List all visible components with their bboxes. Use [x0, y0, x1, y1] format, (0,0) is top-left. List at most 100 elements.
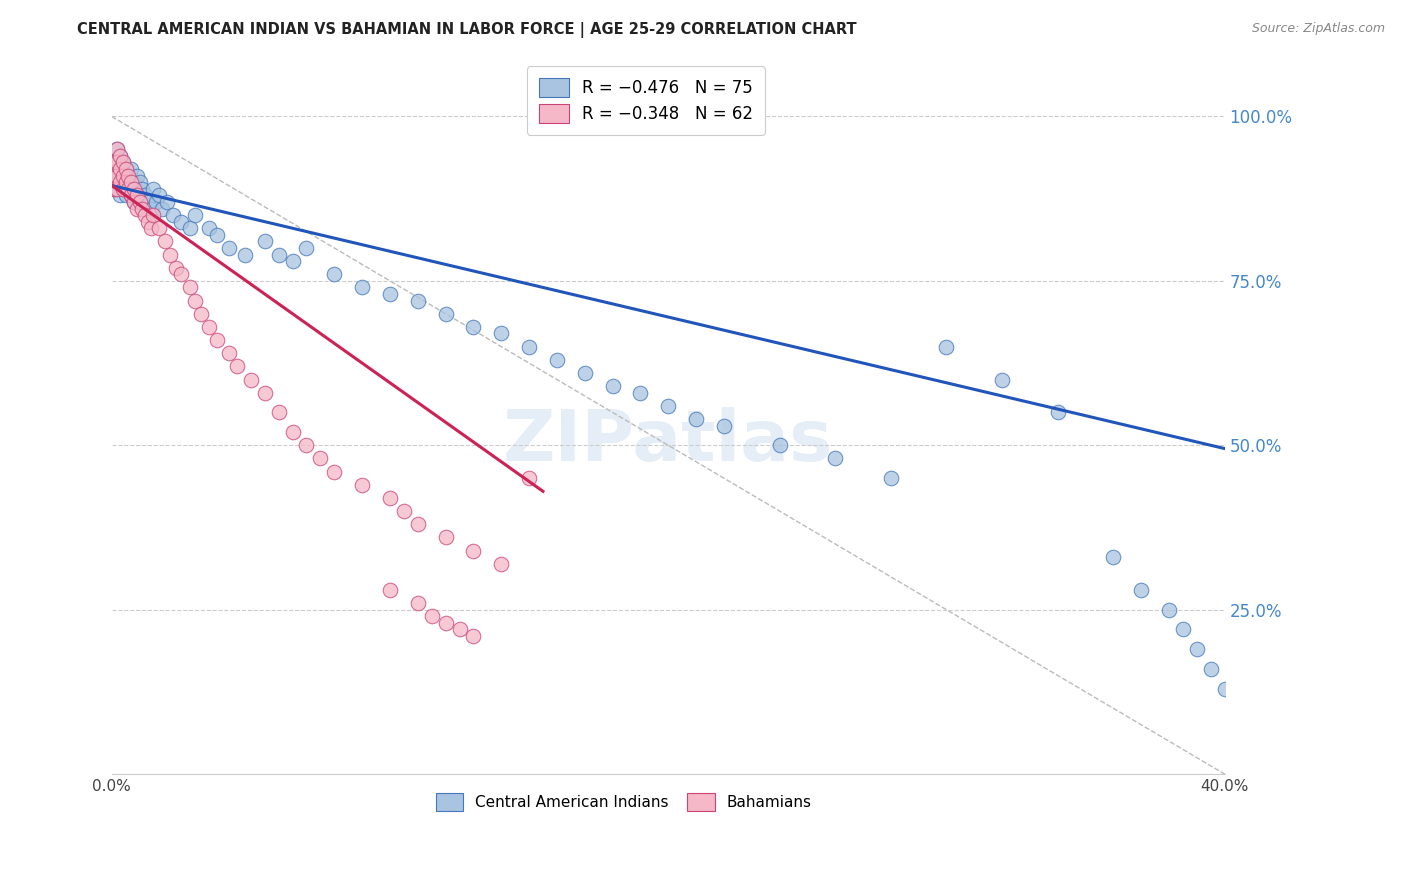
Point — [105, 182, 128, 196]
Point — [184, 293, 207, 308]
Point — [628, 385, 651, 400]
Point — [150, 202, 173, 216]
Point — [657, 399, 679, 413]
Point — [159, 247, 181, 261]
Point — [463, 319, 485, 334]
Point — [128, 194, 150, 209]
Point — [131, 202, 153, 216]
Point — [105, 175, 128, 189]
Point — [108, 149, 131, 163]
Point — [148, 188, 170, 202]
Point — [153, 235, 176, 249]
Point — [190, 307, 212, 321]
Point — [139, 202, 162, 216]
Point — [880, 471, 903, 485]
Point — [111, 155, 134, 169]
Point — [131, 182, 153, 196]
Point — [281, 254, 304, 268]
Point — [114, 162, 136, 177]
Point — [184, 208, 207, 222]
Point — [103, 155, 125, 169]
Point — [420, 609, 443, 624]
Point — [392, 504, 415, 518]
Point — [128, 175, 150, 189]
Point — [218, 241, 240, 255]
Point — [111, 182, 134, 196]
Point — [574, 366, 596, 380]
Point — [114, 175, 136, 189]
Point — [434, 307, 457, 321]
Point — [449, 623, 471, 637]
Point — [1213, 681, 1236, 696]
Point — [207, 227, 229, 242]
Point — [281, 425, 304, 439]
Point — [148, 221, 170, 235]
Point — [179, 221, 201, 235]
Point — [491, 557, 513, 571]
Point — [352, 477, 374, 491]
Point — [198, 319, 221, 334]
Point — [103, 169, 125, 183]
Point — [434, 530, 457, 544]
Text: Source: ZipAtlas.com: Source: ZipAtlas.com — [1251, 22, 1385, 36]
Point — [935, 340, 957, 354]
Point — [117, 182, 139, 196]
Point — [162, 208, 184, 222]
Point — [1199, 662, 1222, 676]
Point — [218, 346, 240, 360]
Point — [517, 471, 540, 485]
Point — [108, 175, 131, 189]
Point — [125, 202, 148, 216]
Point — [122, 175, 145, 189]
Point — [111, 169, 134, 183]
Point — [103, 182, 125, 196]
Text: CENTRAL AMERICAN INDIAN VS BAHAMIAN IN LABOR FORCE | AGE 25-29 CORRELATION CHART: CENTRAL AMERICAN INDIAN VS BAHAMIAN IN L… — [77, 22, 856, 38]
Point — [1171, 623, 1194, 637]
Point — [114, 162, 136, 177]
Point — [134, 188, 156, 202]
Point — [108, 188, 131, 202]
Point — [120, 162, 142, 177]
Point — [378, 491, 401, 505]
Point — [108, 162, 131, 177]
Point — [323, 267, 346, 281]
Point — [991, 372, 1014, 386]
Point — [226, 359, 249, 374]
Point — [378, 582, 401, 597]
Point — [517, 340, 540, 354]
Point — [125, 188, 148, 202]
Point — [685, 412, 707, 426]
Point — [1046, 405, 1069, 419]
Point — [491, 326, 513, 341]
Point — [406, 517, 429, 532]
Point — [295, 241, 318, 255]
Point — [406, 293, 429, 308]
Point — [105, 155, 128, 169]
Point — [142, 182, 165, 196]
Point — [136, 194, 159, 209]
Point — [824, 451, 846, 466]
Point — [1185, 642, 1208, 657]
Point — [111, 169, 134, 183]
Point — [170, 267, 193, 281]
Point — [295, 438, 318, 452]
Point — [111, 155, 134, 169]
Point — [111, 182, 134, 196]
Point — [602, 379, 624, 393]
Point — [323, 465, 346, 479]
Point — [434, 615, 457, 630]
Point — [713, 418, 735, 433]
Point — [105, 155, 128, 169]
Point — [546, 352, 568, 367]
Point — [103, 169, 125, 183]
Point — [128, 194, 150, 209]
Text: ZIPatlas: ZIPatlas — [503, 407, 834, 475]
Point — [352, 280, 374, 294]
Point — [156, 194, 179, 209]
Point — [170, 215, 193, 229]
Point — [145, 194, 167, 209]
Point — [117, 182, 139, 196]
Point — [103, 155, 125, 169]
Point — [120, 188, 142, 202]
Point — [105, 169, 128, 183]
